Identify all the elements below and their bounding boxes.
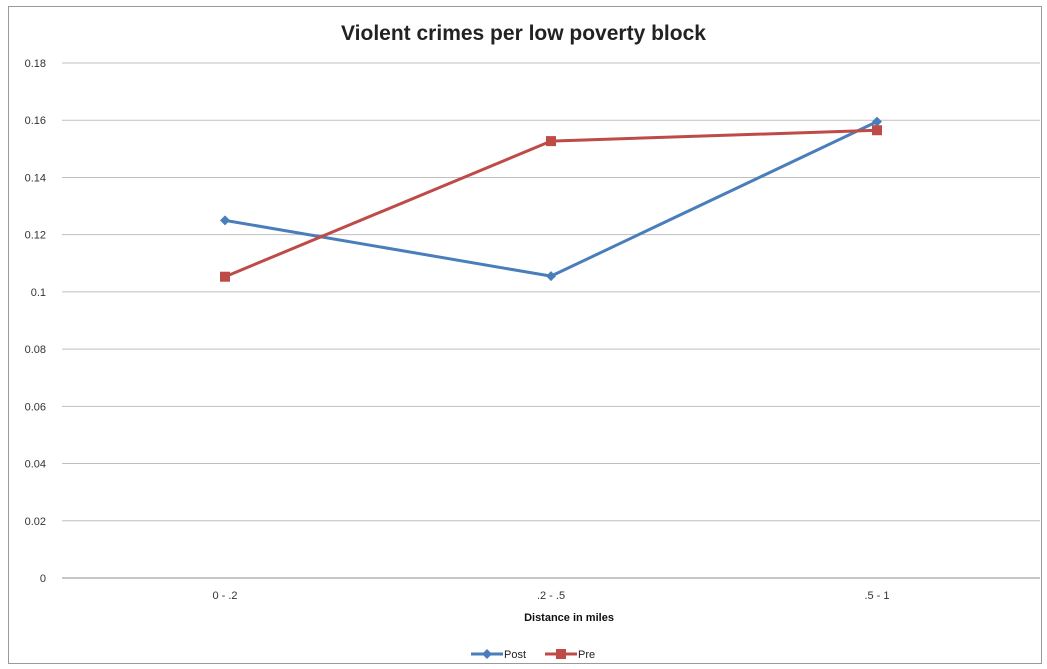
y-tick-label: 0.16 (25, 115, 46, 127)
data-point-pre (546, 136, 556, 147)
data-point-post (546, 271, 556, 282)
y-tick-label: 0.02 (25, 516, 46, 528)
y-tick-label: 0.12 (25, 230, 46, 242)
y-tick-label: 0.08 (25, 344, 46, 356)
data-point-post (872, 116, 882, 127)
data-point-pre (220, 271, 230, 282)
series-markers (220, 116, 882, 282)
y-tick-label: 0.04 (25, 459, 46, 471)
chart-title: Violent crimes per low poverty block (341, 22, 706, 45)
legend-label-pre: Pre (578, 649, 595, 661)
series-line-pre (224, 128, 878, 279)
legend: Post Pre (471, 649, 595, 661)
legend-marker-post (482, 649, 492, 659)
legend-marker-pre (556, 649, 566, 659)
data-point-pre (872, 125, 882, 136)
y-tick-label: 0.06 (25, 401, 46, 413)
y-tick-label: 0 (40, 573, 46, 585)
gridlines (62, 62, 1040, 579)
y-tick-label: 0.18 (25, 58, 46, 70)
x-axis-title: Distance in miles (524, 612, 614, 624)
legend-label-post: Post (504, 649, 526, 661)
y-tick-label: 0.1 (31, 287, 46, 299)
y-tick-label: 0.14 (25, 172, 46, 184)
chart-frame (8, 6, 1042, 664)
x-axis-ticks: 0 - .2 .2 - .5 .5 - 1 (212, 590, 889, 602)
y-axis-ticks: 0 0.02 0.04 0.06 0.08 0.1 0.12 0.14 0.16 0.18 (25, 58, 46, 585)
data-point-post (220, 215, 230, 226)
x-tick-label: 0 - .2 (212, 590, 237, 602)
x-tick-label: .2 - .5 (537, 590, 565, 602)
x-tick-label: .5 - 1 (864, 590, 889, 602)
